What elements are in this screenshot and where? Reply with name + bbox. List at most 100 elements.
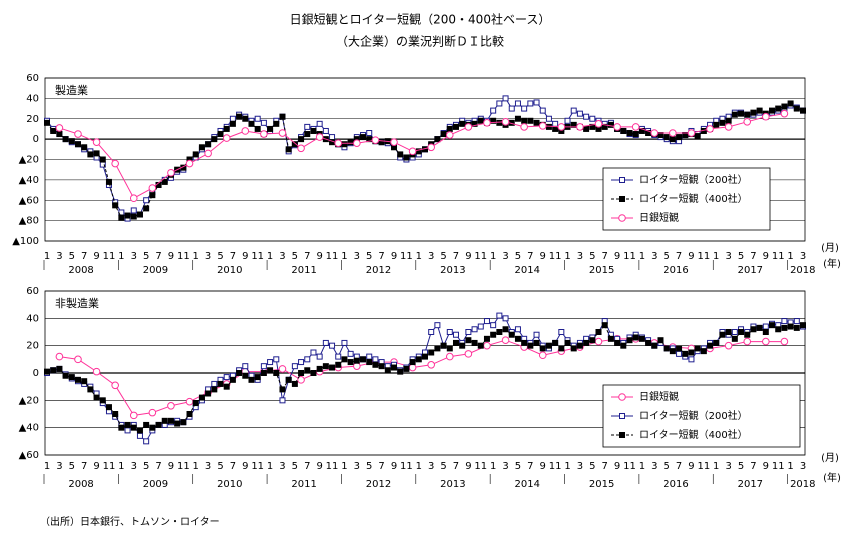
- data-point: [533, 331, 540, 338]
- data-point: [136, 432, 143, 439]
- data-point: [663, 134, 670, 141]
- data-point: [762, 112, 770, 121]
- x-tick-label: 5: [217, 461, 223, 472]
- data-point: [781, 324, 788, 331]
- year-label: 2015: [589, 479, 614, 490]
- legend-marker: [619, 432, 625, 438]
- data-point: [229, 376, 236, 383]
- data-point: [341, 141, 348, 148]
- year-label: 2008: [68, 479, 93, 490]
- data-point: [310, 349, 317, 356]
- data-point: [254, 374, 261, 381]
- data-point: [87, 151, 94, 158]
- data-point: [260, 130, 268, 138]
- x-tick-label: 5: [515, 251, 521, 262]
- x-tick-label: 9: [614, 251, 620, 262]
- x-tick-label: 3: [577, 461, 583, 472]
- series-segment: [152, 172, 172, 189]
- data-point: [136, 427, 143, 434]
- data-point: [607, 121, 614, 128]
- data-point: [105, 178, 112, 185]
- data-point: [92, 138, 101, 146]
- data-point: [198, 144, 205, 151]
- x-tick-label: 5: [69, 461, 75, 472]
- x-tick-label: 3: [354, 251, 360, 262]
- data-point: [211, 136, 218, 143]
- data-point: [347, 139, 354, 146]
- data-point: [762, 323, 769, 330]
- data-point: [631, 123, 640, 131]
- data-point: [422, 353, 428, 360]
- data-point: [793, 318, 800, 325]
- year-label: 2012: [366, 265, 391, 276]
- data-point: [477, 117, 484, 124]
- data-point: [112, 202, 119, 209]
- x-tick-label: 5: [366, 461, 372, 472]
- data-point: [124, 212, 131, 219]
- data-point: [533, 119, 540, 126]
- x-tick-label: 3: [205, 251, 211, 262]
- x-tick-label: 9: [688, 461, 694, 472]
- year-label: 2011: [291, 479, 316, 490]
- x-tick-label: 9: [168, 251, 174, 262]
- data-point: [93, 150, 100, 157]
- data-point: [334, 139, 343, 147]
- data-point: [700, 348, 707, 355]
- legend-label: 日銀短観: [639, 390, 679, 403]
- data-point: [520, 123, 528, 131]
- data-point: [688, 349, 695, 356]
- y-tick-label: 0: [33, 368, 39, 379]
- x-tick-label: 11: [251, 251, 264, 262]
- data-point: [304, 123, 311, 130]
- y-tick-label: 40: [26, 93, 39, 104]
- x-tick-label: 11: [326, 251, 339, 262]
- data-point: [297, 144, 305, 153]
- chart-title: 日銀短観とロイター短観（200・400社ベース）: [290, 12, 551, 27]
- data-point: [688, 356, 695, 363]
- data-point: [62, 136, 69, 143]
- x-tick-label: 3: [56, 461, 62, 472]
- legend-marker: [618, 214, 626, 222]
- year-label: 2012: [366, 479, 391, 490]
- legend-label: 日銀短観: [639, 211, 679, 224]
- x-tick-label: 9: [316, 461, 322, 472]
- series-segment: [96, 371, 116, 386]
- x-tick-label: 9: [614, 461, 620, 472]
- x-tick-label: 1: [267, 461, 273, 472]
- y-tick-label: 20: [26, 114, 39, 125]
- x-tick-label: 5: [143, 251, 149, 262]
- data-point: [310, 370, 317, 376]
- data-point: [781, 103, 788, 110]
- x-tick-label: 3: [502, 251, 508, 262]
- data-point: [74, 355, 82, 364]
- data-point: [756, 324, 763, 331]
- x-tick-label: 3: [428, 461, 434, 472]
- data-point: [124, 421, 131, 428]
- x-tick-label: 5: [366, 251, 372, 262]
- x-tick-label: 7: [378, 461, 384, 472]
- data-point: [242, 115, 249, 122]
- data-point: [74, 130, 82, 138]
- data-point: [793, 324, 800, 331]
- x-tick-label: 11: [623, 251, 636, 262]
- data-point: [521, 339, 528, 346]
- x-tick-label: 3: [131, 251, 137, 262]
- data-point: [527, 100, 534, 107]
- month-unit: (月): [821, 242, 839, 254]
- series-segment: [96, 141, 116, 164]
- data-point: [570, 345, 577, 352]
- data-point: [136, 211, 143, 218]
- data-point: [465, 329, 472, 335]
- data-point: [538, 351, 547, 360]
- data-point: [185, 159, 194, 168]
- data-point: [298, 370, 305, 376]
- data-point: [750, 326, 757, 333]
- series-segment: [114, 385, 135, 416]
- x-tick-label: 9: [93, 461, 99, 472]
- data-point: [149, 424, 156, 431]
- data-point: [669, 136, 676, 143]
- x-tick-label: 1: [341, 251, 347, 262]
- data-point: [501, 336, 510, 345]
- data-point: [514, 335, 521, 342]
